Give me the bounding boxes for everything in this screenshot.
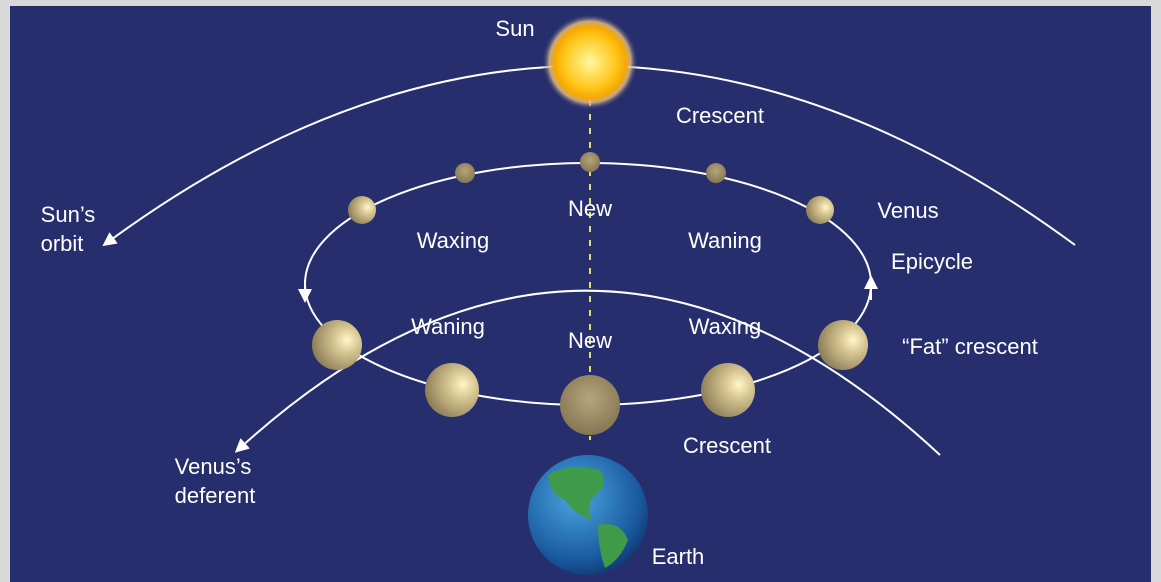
label: Waning <box>411 314 485 339</box>
label: Sun’s <box>41 202 96 227</box>
venus-phases <box>312 152 868 435</box>
venus <box>425 363 479 417</box>
venus <box>706 163 726 183</box>
label: New <box>568 196 612 221</box>
label: Venus’s <box>175 454 252 479</box>
venus <box>348 196 376 224</box>
label: Waxing <box>417 228 490 253</box>
label: orbit <box>41 231 84 256</box>
venus <box>560 375 620 435</box>
label: Crescent <box>676 103 764 128</box>
venus <box>455 163 475 183</box>
label: deferent <box>175 483 256 508</box>
continent <box>548 466 604 520</box>
venus <box>806 196 834 224</box>
label: Waning <box>688 228 762 253</box>
label: Venus <box>877 198 938 223</box>
label: “Fat” crescent <box>902 334 1038 359</box>
continent <box>598 524 628 568</box>
label: Crescent <box>683 433 771 458</box>
label: Epicycle <box>891 249 973 274</box>
label: Sun <box>495 16 534 41</box>
earth <box>528 455 648 575</box>
label: Earth <box>652 544 705 569</box>
deferent <box>234 289 941 456</box>
label: Waxing <box>689 314 762 339</box>
venus <box>312 320 362 370</box>
label: New <box>568 328 612 353</box>
venus <box>701 363 755 417</box>
venus <box>818 320 868 370</box>
sun <box>542 14 638 110</box>
venus <box>580 152 600 172</box>
